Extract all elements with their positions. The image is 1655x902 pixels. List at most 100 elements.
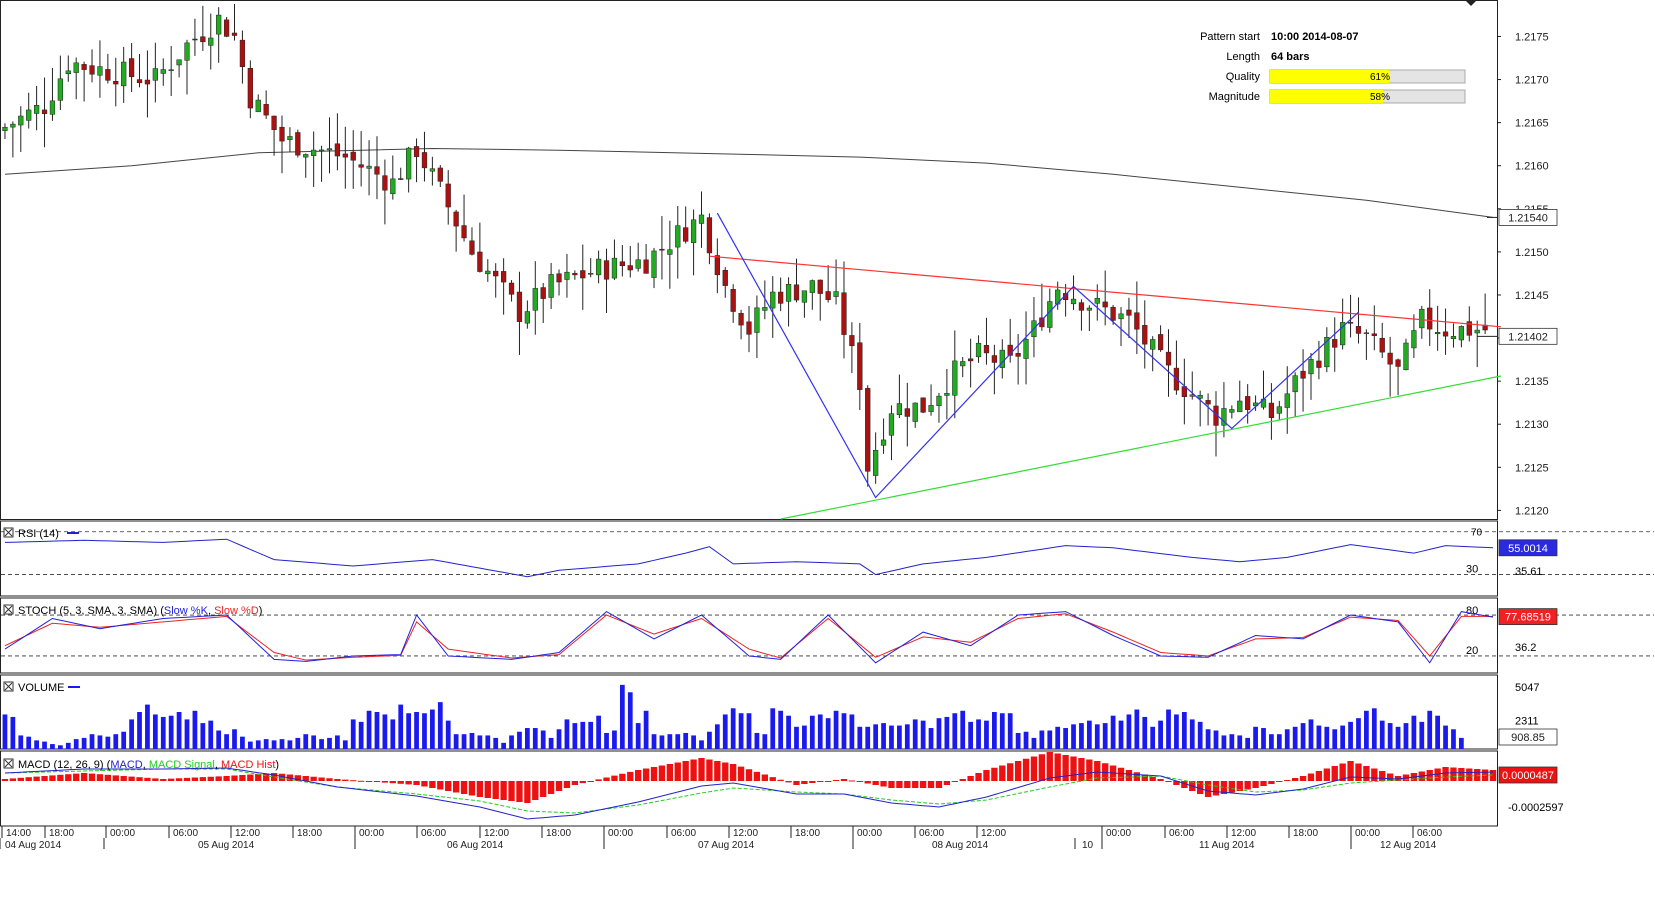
macd-hist-bar — [682, 761, 689, 781]
volume-bar — [730, 708, 736, 749]
volume-bar — [398, 704, 404, 749]
macd-panel: -0.0002597 0.0000487 — [0, 750, 1564, 827]
candle — [113, 57, 119, 107]
volume-bar — [556, 729, 562, 749]
volume-bar — [1055, 726, 1061, 749]
macd-hist-bar — [421, 781, 428, 787]
bear-candle-body — [1134, 312, 1140, 330]
macd-hist-bar — [650, 767, 658, 781]
stoch-k-line — [4, 610, 1494, 664]
macd-hist-bar — [136, 777, 143, 781]
candle — [26, 92, 32, 129]
bull-candle-body — [1221, 408, 1227, 426]
volume-bar — [509, 735, 514, 749]
candle — [10, 121, 16, 158]
bear-candle-body — [714, 255, 720, 276]
bull-candle-body — [406, 147, 412, 180]
volume-bar — [414, 712, 419, 749]
candle — [453, 209, 459, 252]
candle — [1007, 318, 1013, 363]
volume-bar — [453, 734, 459, 749]
date-label: 04 Aug 2014 — [5, 840, 62, 851]
macd-hist-bar — [1331, 766, 1338, 781]
volume-bar — [311, 735, 317, 749]
rsi-level-30-label: 30 — [1466, 564, 1478, 576]
candle — [421, 131, 428, 182]
macd-hist-bar — [231, 775, 238, 781]
macd-hist-bar — [1434, 768, 1441, 781]
macd-hist-bar — [1315, 771, 1323, 781]
macd-hist-bar — [540, 781, 547, 797]
volume-bar — [1403, 723, 1409, 749]
volume-bar — [1284, 729, 1290, 749]
macd-hist-bar — [342, 779, 349, 781]
macd-hist-bar — [587, 781, 594, 782]
macd-value-tag-box — [1498, 766, 1558, 784]
candle — [493, 263, 499, 298]
time-tick-label: 00:00 — [359, 828, 384, 839]
macd-hist-bar — [397, 781, 404, 784]
volume-header: VOLUME — [3, 681, 80, 694]
macd-hist-bar — [817, 781, 824, 782]
date-label: 07 Aug 2014 — [698, 840, 755, 851]
macd-hist-bar — [1299, 776, 1307, 781]
volume-bar — [1150, 726, 1156, 749]
macd-hist-bar — [175, 778, 183, 781]
macd-hist-bar — [627, 771, 634, 781]
volume-bar — [113, 734, 119, 749]
bull-candle-body — [675, 225, 681, 248]
macd-hist-bar — [1220, 781, 1228, 794]
macd-hist-bar — [1276, 781, 1283, 782]
candle — [41, 77, 48, 148]
bull-candle-body — [366, 165, 372, 169]
macd-hist-bar — [1236, 781, 1243, 791]
candle — [413, 138, 420, 183]
volume-bar — [572, 723, 578, 749]
rsi-line — [4, 538, 1494, 578]
volume-close-glyph — [4, 682, 13, 691]
stoch-panel: 80 20 36.2 77.68519 — [0, 597, 1654, 674]
volume-bar — [50, 744, 55, 749]
bear-candle-body — [556, 273, 562, 283]
macd-hist-bar — [1141, 774, 1148, 781]
bear-candle-body — [453, 211, 459, 227]
bull-candle-body — [1474, 329, 1480, 334]
volume-bar — [992, 712, 997, 749]
macd-hist-bar — [603, 777, 610, 781]
volume-bar — [224, 734, 229, 749]
macd-hist-bar — [642, 768, 650, 781]
macd-legend-hist: MACD Hist — [221, 759, 275, 771]
stoch-d-line — [4, 613, 1493, 661]
candle — [65, 55, 71, 82]
volume-bar — [200, 723, 206, 749]
bear-candle-body — [445, 183, 451, 208]
volume-tick-label: 5047 — [1515, 682, 1539, 694]
volume-bar — [461, 734, 467, 749]
candle — [532, 261, 538, 335]
candle — [1340, 298, 1346, 350]
bear-candle-body — [580, 270, 586, 279]
macd-hist-bar — [17, 777, 24, 781]
macd-hist-bar — [365, 781, 373, 782]
macd-hist-bar — [223, 776, 230, 781]
macd-hist-bar — [856, 781, 863, 782]
volume-bar — [263, 739, 269, 749]
volume-bar — [1269, 734, 1274, 749]
candle — [936, 392, 942, 423]
candle — [184, 39, 190, 95]
candle — [754, 295, 760, 359]
bull-candle-body — [809, 280, 815, 293]
candle — [1419, 305, 1425, 339]
collapse-arrow-icon[interactable] — [1465, 0, 1477, 6]
candle — [991, 344, 998, 395]
volume-bar — [667, 734, 673, 749]
macd-hist-bar — [1173, 781, 1180, 785]
volume-bar — [960, 710, 966, 749]
volume-bar — [121, 731, 127, 749]
candle — [556, 269, 562, 296]
bull-candle-body — [1419, 308, 1425, 329]
candle — [121, 46, 127, 103]
price-tick-label: 1.2175 — [1515, 31, 1549, 43]
candle — [968, 338, 974, 388]
